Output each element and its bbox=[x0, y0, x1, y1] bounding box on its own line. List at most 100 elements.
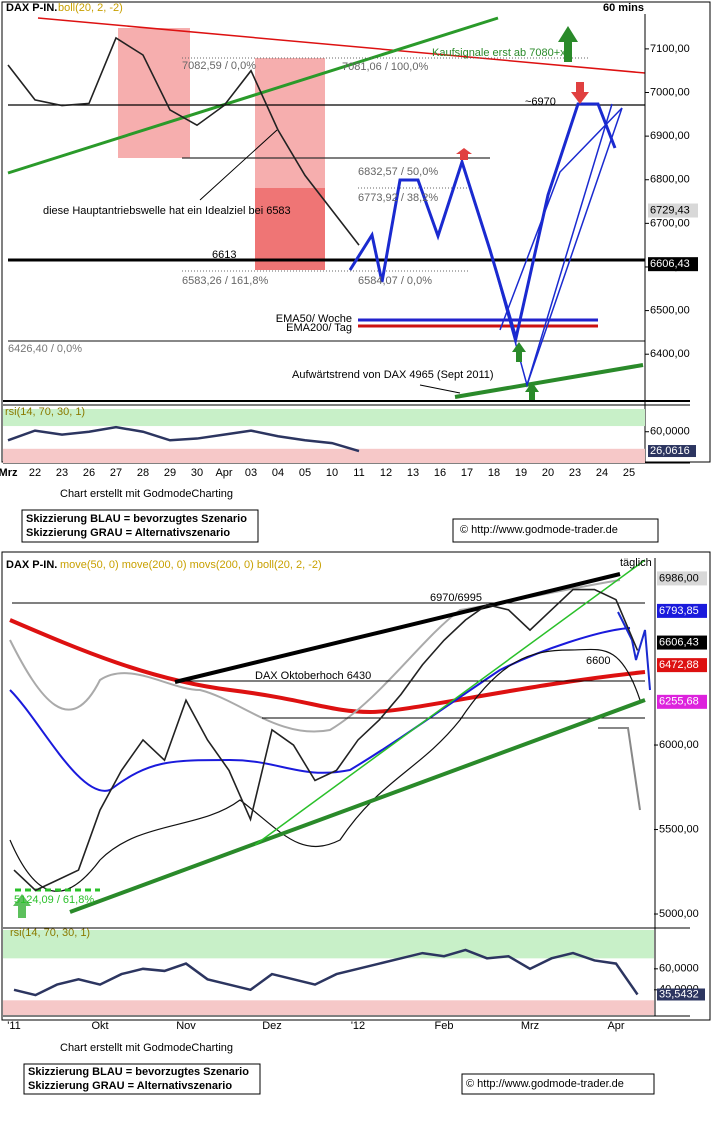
pointer bbox=[199, 129, 278, 201]
price-label-box bbox=[657, 694, 707, 709]
oversold-band bbox=[3, 1000, 654, 1015]
annotation: DAX P-IN. bbox=[6, 2, 57, 14]
x-tick-label: Apr bbox=[607, 1020, 624, 1032]
price-label-box bbox=[657, 658, 707, 673]
annotation: 6613 bbox=[212, 249, 236, 261]
x-tick-label: Apr bbox=[215, 467, 232, 479]
scenario bbox=[526, 107, 623, 386]
price-label: 6606,43 bbox=[659, 636, 699, 648]
arrow bbox=[13, 894, 31, 918]
annotation: DAX P-IN. bbox=[6, 559, 57, 571]
price-line bbox=[7, 36, 360, 246]
x-tick-label: 17 bbox=[461, 467, 473, 479]
y-tick-label: 7100,00 bbox=[650, 43, 690, 55]
price-label: 6606,43 bbox=[650, 258, 690, 270]
annotation: ~6970 bbox=[525, 96, 556, 108]
y-tick-label: 6700,00 bbox=[650, 217, 690, 229]
trendline bbox=[254, 559, 646, 846]
interval-label: 60 mins bbox=[603, 2, 644, 14]
legend-box bbox=[23, 1063, 261, 1095]
trendline bbox=[69, 698, 646, 914]
oversold-band bbox=[3, 448, 645, 463]
copyright: © http://www.godmode-trader.de bbox=[466, 1078, 624, 1090]
copyright-box bbox=[452, 518, 659, 543]
annotation: 6773,92 / 38,2% bbox=[358, 192, 438, 204]
panel-title: rsi(14, 70, 30, 1) bbox=[5, 406, 85, 418]
x-tick-label: 23 bbox=[56, 467, 68, 479]
x-tick-label: 19 bbox=[515, 467, 527, 479]
annotation: diese Hauptantriebswelle hat ein Idealzi… bbox=[43, 205, 291, 217]
annotation: 6426,40 / 0,0% bbox=[8, 343, 82, 355]
x-tick-label: 28 bbox=[137, 467, 149, 479]
annotation: DAX Oktoberhoch 6430 bbox=[255, 670, 371, 682]
last-value-box bbox=[657, 988, 705, 1001]
y-tick-label: 5500,00 bbox=[659, 823, 699, 835]
legend-entry: Skizzierung BLAU = bevorzugtes Szenario bbox=[26, 513, 247, 525]
scenario bbox=[598, 727, 641, 811]
x-tick-label: 29 bbox=[164, 467, 176, 479]
price-label-box bbox=[657, 635, 707, 650]
legend-entry: Skizzierung GRAU = Alternativszenario bbox=[26, 527, 230, 539]
x-tick-label: Dez bbox=[262, 1020, 282, 1032]
annotation: 6600 bbox=[586, 655, 610, 667]
copyright-box bbox=[461, 1073, 655, 1095]
trendline bbox=[37, 17, 646, 74]
annotation: 7081,06 / 100,0% bbox=[342, 61, 428, 73]
panel-title: rsi(14, 70, 30, 1) bbox=[10, 927, 90, 939]
indicator-label: boll(20, 2, -2) bbox=[58, 2, 123, 14]
zone bbox=[255, 188, 325, 270]
y-tick-label: 6800,00 bbox=[650, 174, 690, 186]
x-tick-label: 05 bbox=[299, 467, 311, 479]
annotation: 6832,57 / 50,0% bbox=[358, 166, 438, 178]
price-label: 6255,68 bbox=[659, 696, 699, 708]
scenario bbox=[499, 107, 623, 331]
last-value-label: 26,0616 bbox=[650, 445, 690, 457]
last-value-label: 35,5432 bbox=[659, 988, 699, 1000]
arrow bbox=[456, 148, 472, 160]
price-line bbox=[13, 588, 639, 892]
price-label-box bbox=[657, 571, 707, 586]
x-tick-label: 20 bbox=[542, 467, 554, 479]
x-tick-label: 24 bbox=[596, 467, 608, 479]
trendline bbox=[174, 572, 621, 684]
price-label: 6986,00 bbox=[659, 572, 699, 584]
y-tick-label: 60,0000 bbox=[650, 426, 690, 438]
legend-entry: Skizzierung BLAU = bevorzugtes Szenario bbox=[28, 1066, 249, 1078]
scenario bbox=[348, 102, 617, 344]
price-label-box bbox=[657, 603, 707, 618]
last-value-box bbox=[648, 445, 696, 458]
price-label-box bbox=[648, 257, 698, 272]
scenario bbox=[617, 611, 651, 691]
trendline bbox=[7, 16, 499, 175]
price-label: 6472,88 bbox=[659, 659, 699, 671]
annotation: EMA200/ Tag bbox=[286, 322, 352, 334]
x-tick-label: 18 bbox=[488, 467, 500, 479]
x-tick-label: 16 bbox=[434, 467, 446, 479]
overbought-band bbox=[3, 409, 645, 427]
x-tick-label: 25 bbox=[623, 467, 635, 479]
x-tick-label: Nov bbox=[176, 1020, 196, 1032]
legend-box bbox=[21, 509, 259, 543]
overbought-band bbox=[3, 930, 654, 959]
x-tick-label: '11 bbox=[7, 1020, 21, 1032]
trendline bbox=[454, 363, 644, 399]
x-tick-label: Mrz bbox=[0, 467, 18, 479]
pointer bbox=[419, 384, 461, 394]
x-tick-label: 30 bbox=[191, 467, 203, 479]
annotation: 6583,26 / 161,8% bbox=[182, 275, 268, 287]
x-tick-label: Okt bbox=[91, 1020, 108, 1032]
annotation: 7082,59 / 0,0% bbox=[182, 60, 256, 72]
x-tick-label: 04 bbox=[272, 467, 284, 479]
annotation: 5124,09 / 61,8% bbox=[14, 894, 94, 906]
x-tick-label: 22 bbox=[29, 467, 41, 479]
x-tick-label: 12 bbox=[380, 467, 392, 479]
y-tick-label: 5000,00 bbox=[659, 908, 699, 920]
bollinger bbox=[9, 648, 641, 892]
credit: Chart erstellt mit GodmodeCharting bbox=[60, 488, 233, 500]
annotation: 6970/6995 bbox=[430, 592, 482, 604]
arrow bbox=[558, 26, 578, 62]
indicator-label: move(50, 0) move(200, 0) movs(200, 0) bo… bbox=[60, 559, 322, 571]
y-tick-label: 6000,00 bbox=[659, 739, 699, 751]
y-tick-label: 6500,00 bbox=[650, 304, 690, 316]
x-tick-label: 26 bbox=[83, 467, 95, 479]
